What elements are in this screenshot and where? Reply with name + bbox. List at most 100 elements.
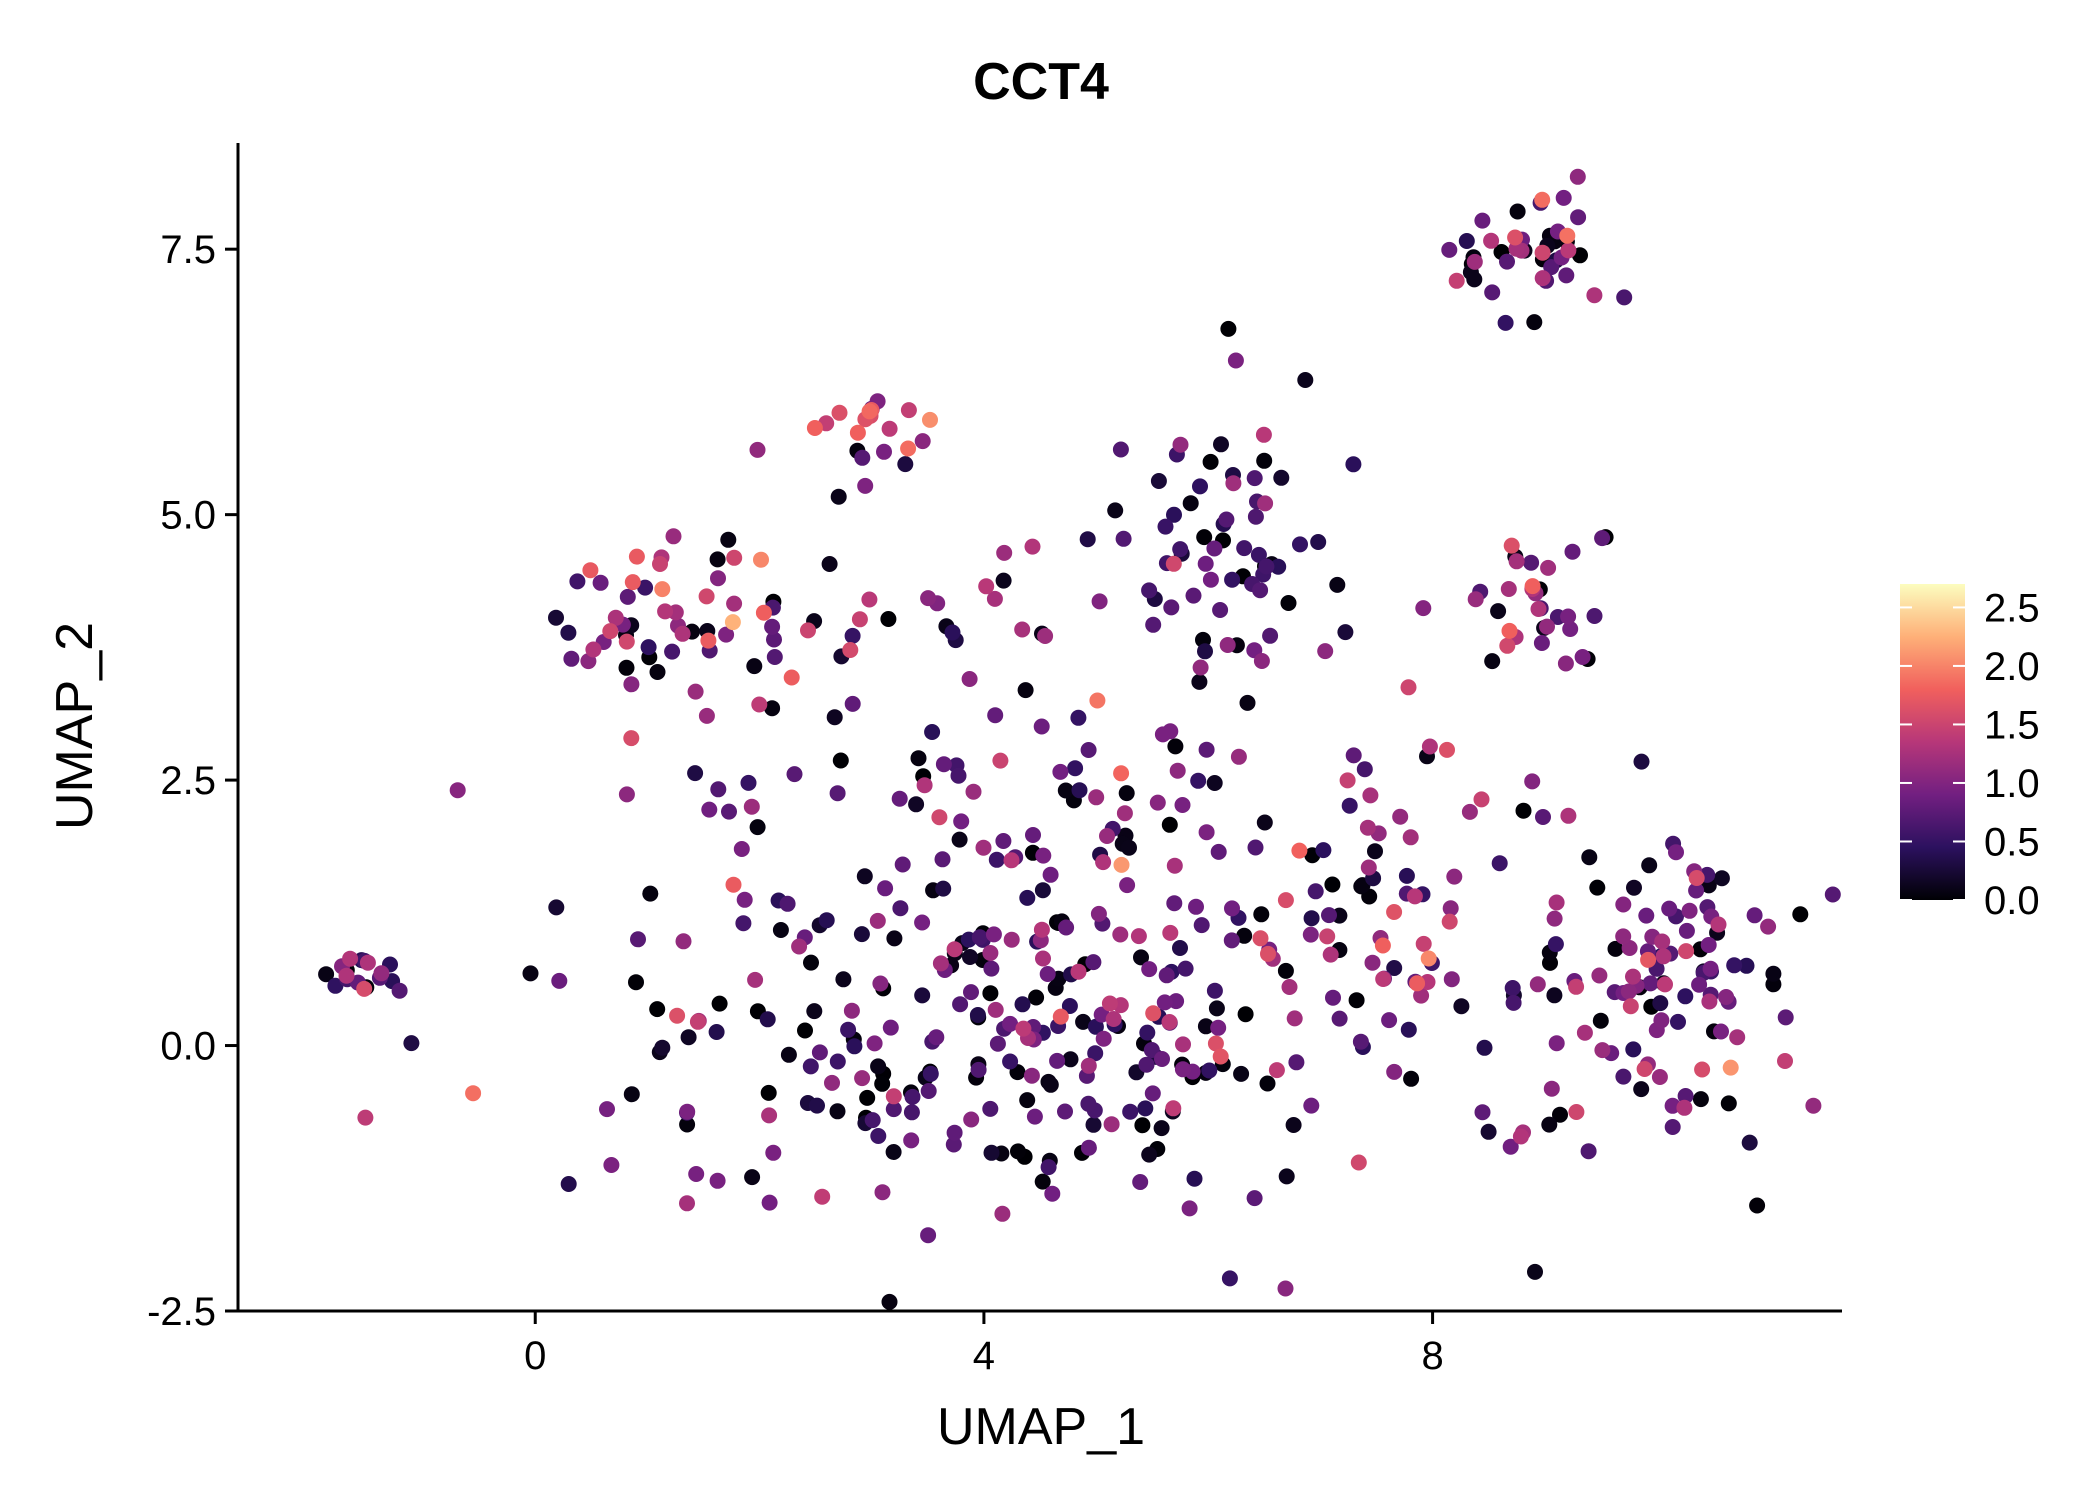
scatter-point [1208, 1000, 1225, 1017]
scatter-point [1574, 649, 1591, 665]
scatter-point [1329, 576, 1346, 593]
scatter-point [1035, 847, 1052, 864]
scatter-point [1651, 1069, 1668, 1085]
scatter-point [1079, 531, 1096, 548]
scatter-point [1224, 571, 1241, 588]
scatter-point [962, 949, 978, 965]
scatter-point [1620, 983, 1637, 1000]
scatter-point [1461, 803, 1478, 820]
scatter-point [735, 915, 752, 932]
scatter-point [835, 971, 852, 988]
scatter-point [982, 1100, 999, 1117]
scatter-point [1352, 1033, 1369, 1050]
scatter-point [1260, 945, 1276, 962]
scatter-point [826, 709, 843, 726]
scatter-point [1364, 954, 1381, 971]
scatter-point [1386, 904, 1403, 920]
scatter-point [708, 1024, 725, 1040]
scatter-point [1607, 940, 1624, 957]
scatter-point [1163, 599, 1180, 616]
scatter-point [987, 1001, 1004, 1018]
scatter-point [1197, 555, 1214, 572]
scatter-point [1749, 1197, 1766, 1214]
scatter-point [664, 643, 681, 660]
scatter-point [1149, 794, 1166, 811]
scatter-point [725, 876, 742, 893]
scatter-point [1539, 618, 1555, 635]
scatter-point [1594, 1042, 1611, 1059]
scatter-point [969, 1007, 986, 1023]
scatter-point [843, 1002, 860, 1019]
scatter-point [1398, 867, 1415, 884]
scatter-point [1212, 1048, 1229, 1065]
scatter-point [1089, 692, 1106, 709]
scatter-point [1615, 1068, 1632, 1085]
scatter-point [342, 950, 359, 967]
scatter-point [1400, 1021, 1417, 1038]
scatter-point [1504, 980, 1521, 996]
scatter-point [1555, 189, 1572, 206]
scatter-point [642, 885, 659, 902]
scatter-point [1636, 1061, 1653, 1077]
scatter-point [1453, 998, 1470, 1015]
scatter-point [1277, 892, 1294, 909]
scatter-point [1196, 529, 1213, 546]
scatter-point [1324, 876, 1341, 893]
scatter-point [1439, 741, 1455, 758]
scatter-point [1654, 933, 1671, 950]
scatter-point [675, 933, 692, 950]
scatter-point [1247, 508, 1264, 525]
scatter-point [1543, 1080, 1560, 1097]
scatter-point [1175, 1036, 1191, 1053]
scatter-point [726, 595, 743, 612]
scatter-point [1533, 635, 1550, 651]
scatter-point [710, 781, 727, 798]
scatter-point [740, 774, 757, 791]
scatter-point [1746, 907, 1763, 924]
scatter-point [882, 1019, 899, 1036]
scatter-point [988, 851, 1005, 868]
scatter-point [1467, 591, 1484, 608]
scatter-point [935, 880, 952, 897]
scatter-point [1141, 582, 1158, 599]
scatter-point [831, 404, 848, 421]
scatter-point [1443, 971, 1460, 988]
scatter-point [1118, 785, 1135, 802]
scatter-point [832, 752, 849, 769]
scatter-point [721, 803, 737, 820]
y-tick-label: 2.5 [160, 759, 216, 803]
scatter-point [1564, 543, 1581, 560]
scatter-point [1557, 655, 1574, 672]
scatter-point [700, 632, 717, 649]
scatter-point [786, 766, 803, 783]
scatter-point [1033, 921, 1050, 938]
scatter-point [946, 941, 963, 958]
scatter-point [1409, 975, 1426, 992]
scatter-point [628, 974, 644, 991]
scatter-point [829, 1103, 846, 1120]
scatter-point [1670, 1013, 1686, 1030]
scatter-point [619, 588, 636, 605]
chart-title: CCT4 [973, 53, 1109, 111]
scatter-point [1359, 819, 1376, 836]
scatter-point [669, 1007, 686, 1024]
x-tick-label: 4 [973, 1334, 995, 1378]
scatter-point [1540, 559, 1557, 576]
scatter-point [1165, 1100, 1182, 1117]
scatter-point [654, 581, 671, 598]
scatter-point [987, 707, 1004, 724]
scatter-point [1625, 1041, 1642, 1058]
scatter-point [1415, 600, 1432, 617]
scatter-point [1023, 1067, 1040, 1084]
scatter-point [679, 1103, 696, 1120]
scatter-point [849, 424, 866, 441]
scatter-point [1157, 518, 1174, 535]
scatter-point [1280, 595, 1297, 611]
scatter-point [818, 912, 835, 929]
colorbar-tick-label: 1.0 [1984, 762, 2040, 806]
scatter-point [857, 477, 874, 494]
scatter-point [657, 603, 674, 620]
scatter-point [900, 440, 917, 457]
scatter-point [1174, 797, 1191, 813]
scatter-point [1777, 1009, 1794, 1026]
